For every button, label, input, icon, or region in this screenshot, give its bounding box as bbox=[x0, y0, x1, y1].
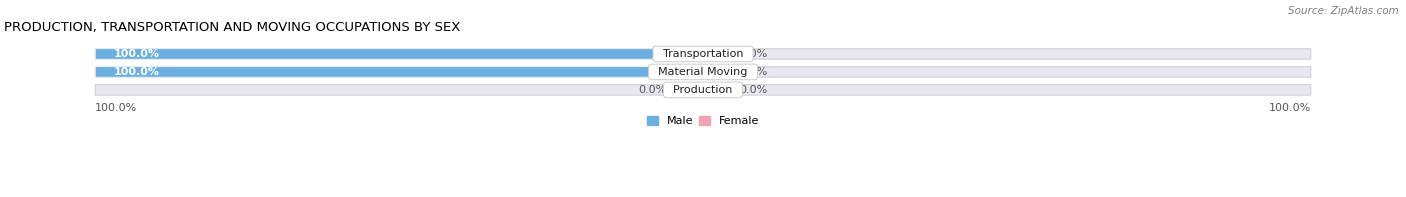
Text: Material Moving: Material Moving bbox=[651, 67, 755, 77]
Text: 0.0%: 0.0% bbox=[740, 85, 768, 95]
Text: 100.0%: 100.0% bbox=[114, 67, 159, 77]
Text: PRODUCTION, TRANSPORTATION AND MOVING OCCUPATIONS BY SEX: PRODUCTION, TRANSPORTATION AND MOVING OC… bbox=[4, 21, 461, 34]
Text: 0.0%: 0.0% bbox=[740, 67, 768, 77]
FancyBboxPatch shape bbox=[96, 85, 1310, 95]
Text: 100.0%: 100.0% bbox=[1268, 103, 1310, 113]
Text: 100.0%: 100.0% bbox=[96, 103, 138, 113]
Text: Source: ZipAtlas.com: Source: ZipAtlas.com bbox=[1288, 6, 1399, 16]
FancyBboxPatch shape bbox=[96, 67, 1310, 77]
FancyBboxPatch shape bbox=[703, 85, 734, 95]
FancyBboxPatch shape bbox=[96, 49, 703, 59]
Text: Transportation: Transportation bbox=[655, 49, 751, 59]
Text: Production: Production bbox=[666, 85, 740, 95]
Text: 100.0%: 100.0% bbox=[114, 49, 159, 59]
FancyBboxPatch shape bbox=[96, 67, 703, 77]
Legend: Male, Female: Male, Female bbox=[643, 111, 763, 130]
FancyBboxPatch shape bbox=[703, 67, 734, 77]
Text: 0.0%: 0.0% bbox=[638, 85, 666, 95]
Text: 0.0%: 0.0% bbox=[740, 49, 768, 59]
FancyBboxPatch shape bbox=[703, 49, 734, 59]
FancyBboxPatch shape bbox=[96, 49, 1310, 59]
FancyBboxPatch shape bbox=[672, 85, 703, 95]
